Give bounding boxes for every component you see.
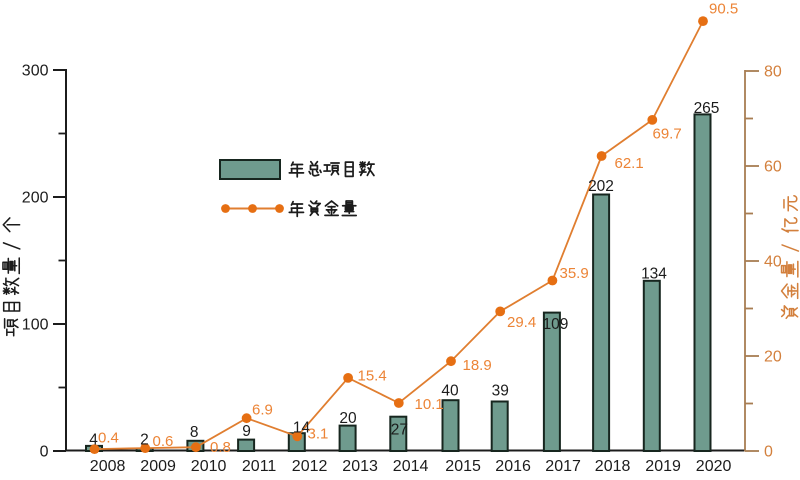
svg-text:8: 8 <box>190 424 199 441</box>
svg-text:2018: 2018 <box>595 458 631 475</box>
svg-text:300: 300 <box>22 63 49 80</box>
svg-text:20: 20 <box>339 410 357 427</box>
svg-text:3.1: 3.1 <box>308 425 329 442</box>
svg-text:0.4: 0.4 <box>98 429 119 446</box>
svg-text:2: 2 <box>140 432 149 449</box>
svg-text:0: 0 <box>40 444 49 461</box>
svg-text:80: 80 <box>764 64 782 81</box>
svg-text:20: 20 <box>764 349 782 366</box>
svg-text:2019: 2019 <box>645 458 681 475</box>
svg-text:6.9: 6.9 <box>252 401 273 418</box>
svg-text:9: 9 <box>242 423 251 440</box>
svg-text:0: 0 <box>764 444 773 461</box>
svg-text:2008: 2008 <box>90 458 126 475</box>
svg-text:60: 60 <box>764 159 782 176</box>
svg-text:39: 39 <box>492 383 509 400</box>
svg-text:134: 134 <box>641 266 667 283</box>
svg-text:2014: 2014 <box>393 458 429 475</box>
svg-text:29.4: 29.4 <box>507 314 536 331</box>
svg-text:90.5: 90.5 <box>709 0 738 17</box>
svg-text:202: 202 <box>588 178 614 195</box>
svg-text:109: 109 <box>543 316 569 333</box>
svg-text:14: 14 <box>293 420 311 437</box>
svg-text:0.6: 0.6 <box>153 433 174 450</box>
svg-text:100: 100 <box>22 317 49 334</box>
svg-text:15.4: 15.4 <box>358 367 387 384</box>
svg-text:69.7: 69.7 <box>653 125 682 142</box>
svg-text:265: 265 <box>694 100 720 117</box>
svg-text:40: 40 <box>441 383 459 400</box>
svg-text:2010: 2010 <box>191 458 227 475</box>
svg-text:2015: 2015 <box>445 458 481 475</box>
svg-text:2012: 2012 <box>292 458 328 475</box>
svg-text:35.9: 35.9 <box>560 265 589 282</box>
svg-text:2020: 2020 <box>696 458 732 475</box>
svg-text:10.1: 10.1 <box>415 396 444 413</box>
svg-text:4: 4 <box>89 432 98 449</box>
svg-text:2017: 2017 <box>545 458 581 475</box>
svg-text:2011: 2011 <box>242 458 277 475</box>
svg-text:2016: 2016 <box>495 458 531 475</box>
svg-text:18.9: 18.9 <box>463 357 492 374</box>
svg-text:200: 200 <box>22 190 49 207</box>
svg-text:2009: 2009 <box>140 458 176 475</box>
svg-text:27: 27 <box>391 421 408 438</box>
svg-text:62.1: 62.1 <box>615 155 644 172</box>
svg-text:2013: 2013 <box>342 458 378 475</box>
svg-text:40: 40 <box>764 254 782 271</box>
svg-text:0.8: 0.8 <box>210 439 231 456</box>
